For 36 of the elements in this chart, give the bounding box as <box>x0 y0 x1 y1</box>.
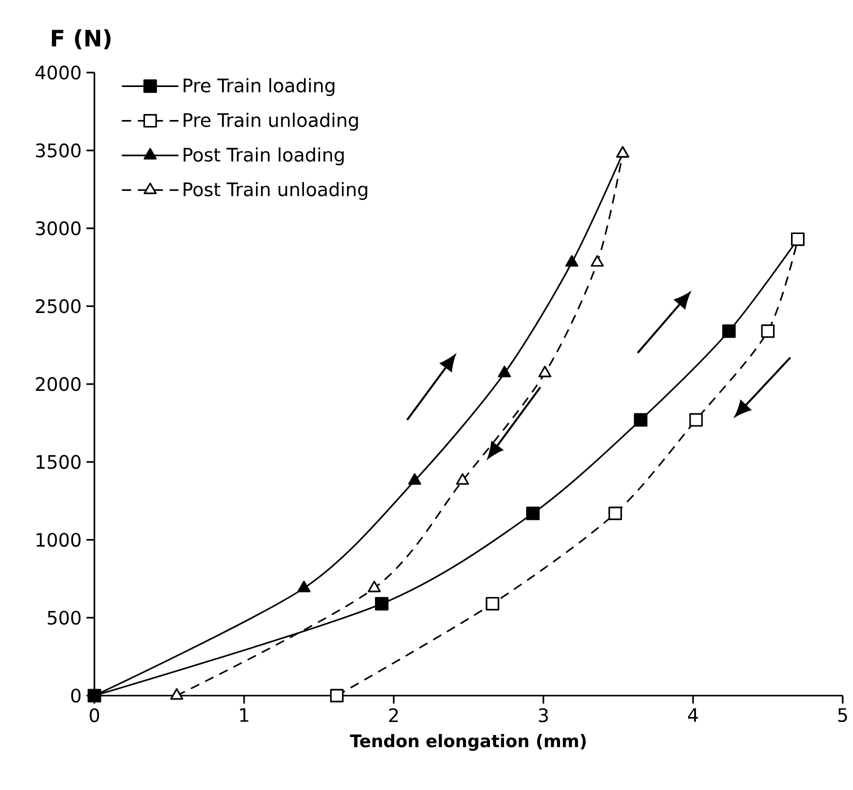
point <box>722 324 736 338</box>
x-tick-label: 1 <box>240 708 248 722</box>
x-tick-label: 4 <box>688 708 698 722</box>
x-axis-title: Tendon elongation (mm) <box>350 734 586 751</box>
y-tick-label: 1500 <box>36 455 81 470</box>
y-tick-label: 1000 <box>36 532 81 548</box>
point <box>456 473 470 485</box>
point <box>565 255 578 267</box>
x-tick-label: 3 <box>538 708 548 722</box>
point <box>526 506 540 520</box>
point <box>486 597 500 611</box>
y-tick-label: 3000 <box>36 221 81 236</box>
y-tick-label: 2500 <box>36 299 81 314</box>
legend-label: Pre Train unloading <box>184 112 358 131</box>
x-tick-label: 2 <box>389 708 398 722</box>
x-tick-label: 5 <box>838 708 847 722</box>
point <box>761 324 775 338</box>
point <box>408 473 422 485</box>
y-axis-title: F (N) <box>52 29 111 50</box>
legend-label: Pre Train loading <box>184 78 334 96</box>
y-tick-label: 3500 <box>36 144 81 158</box>
point <box>590 255 604 267</box>
point <box>538 366 552 378</box>
point <box>608 506 622 520</box>
x-tick-label: 0 <box>90 708 100 722</box>
legend-label: Post Train unloading <box>184 182 368 200</box>
y-tick-label: 2000 <box>36 377 81 392</box>
y-tick-label: 4000 <box>35 66 81 80</box>
point <box>689 413 703 427</box>
point <box>374 597 389 611</box>
point <box>330 689 344 703</box>
legend-label: Post Train loading <box>184 148 344 166</box>
point <box>634 413 648 427</box>
y-tick-label: 500 <box>48 610 81 625</box>
point <box>498 366 511 378</box>
y-tick-label: 0 <box>71 688 81 703</box>
